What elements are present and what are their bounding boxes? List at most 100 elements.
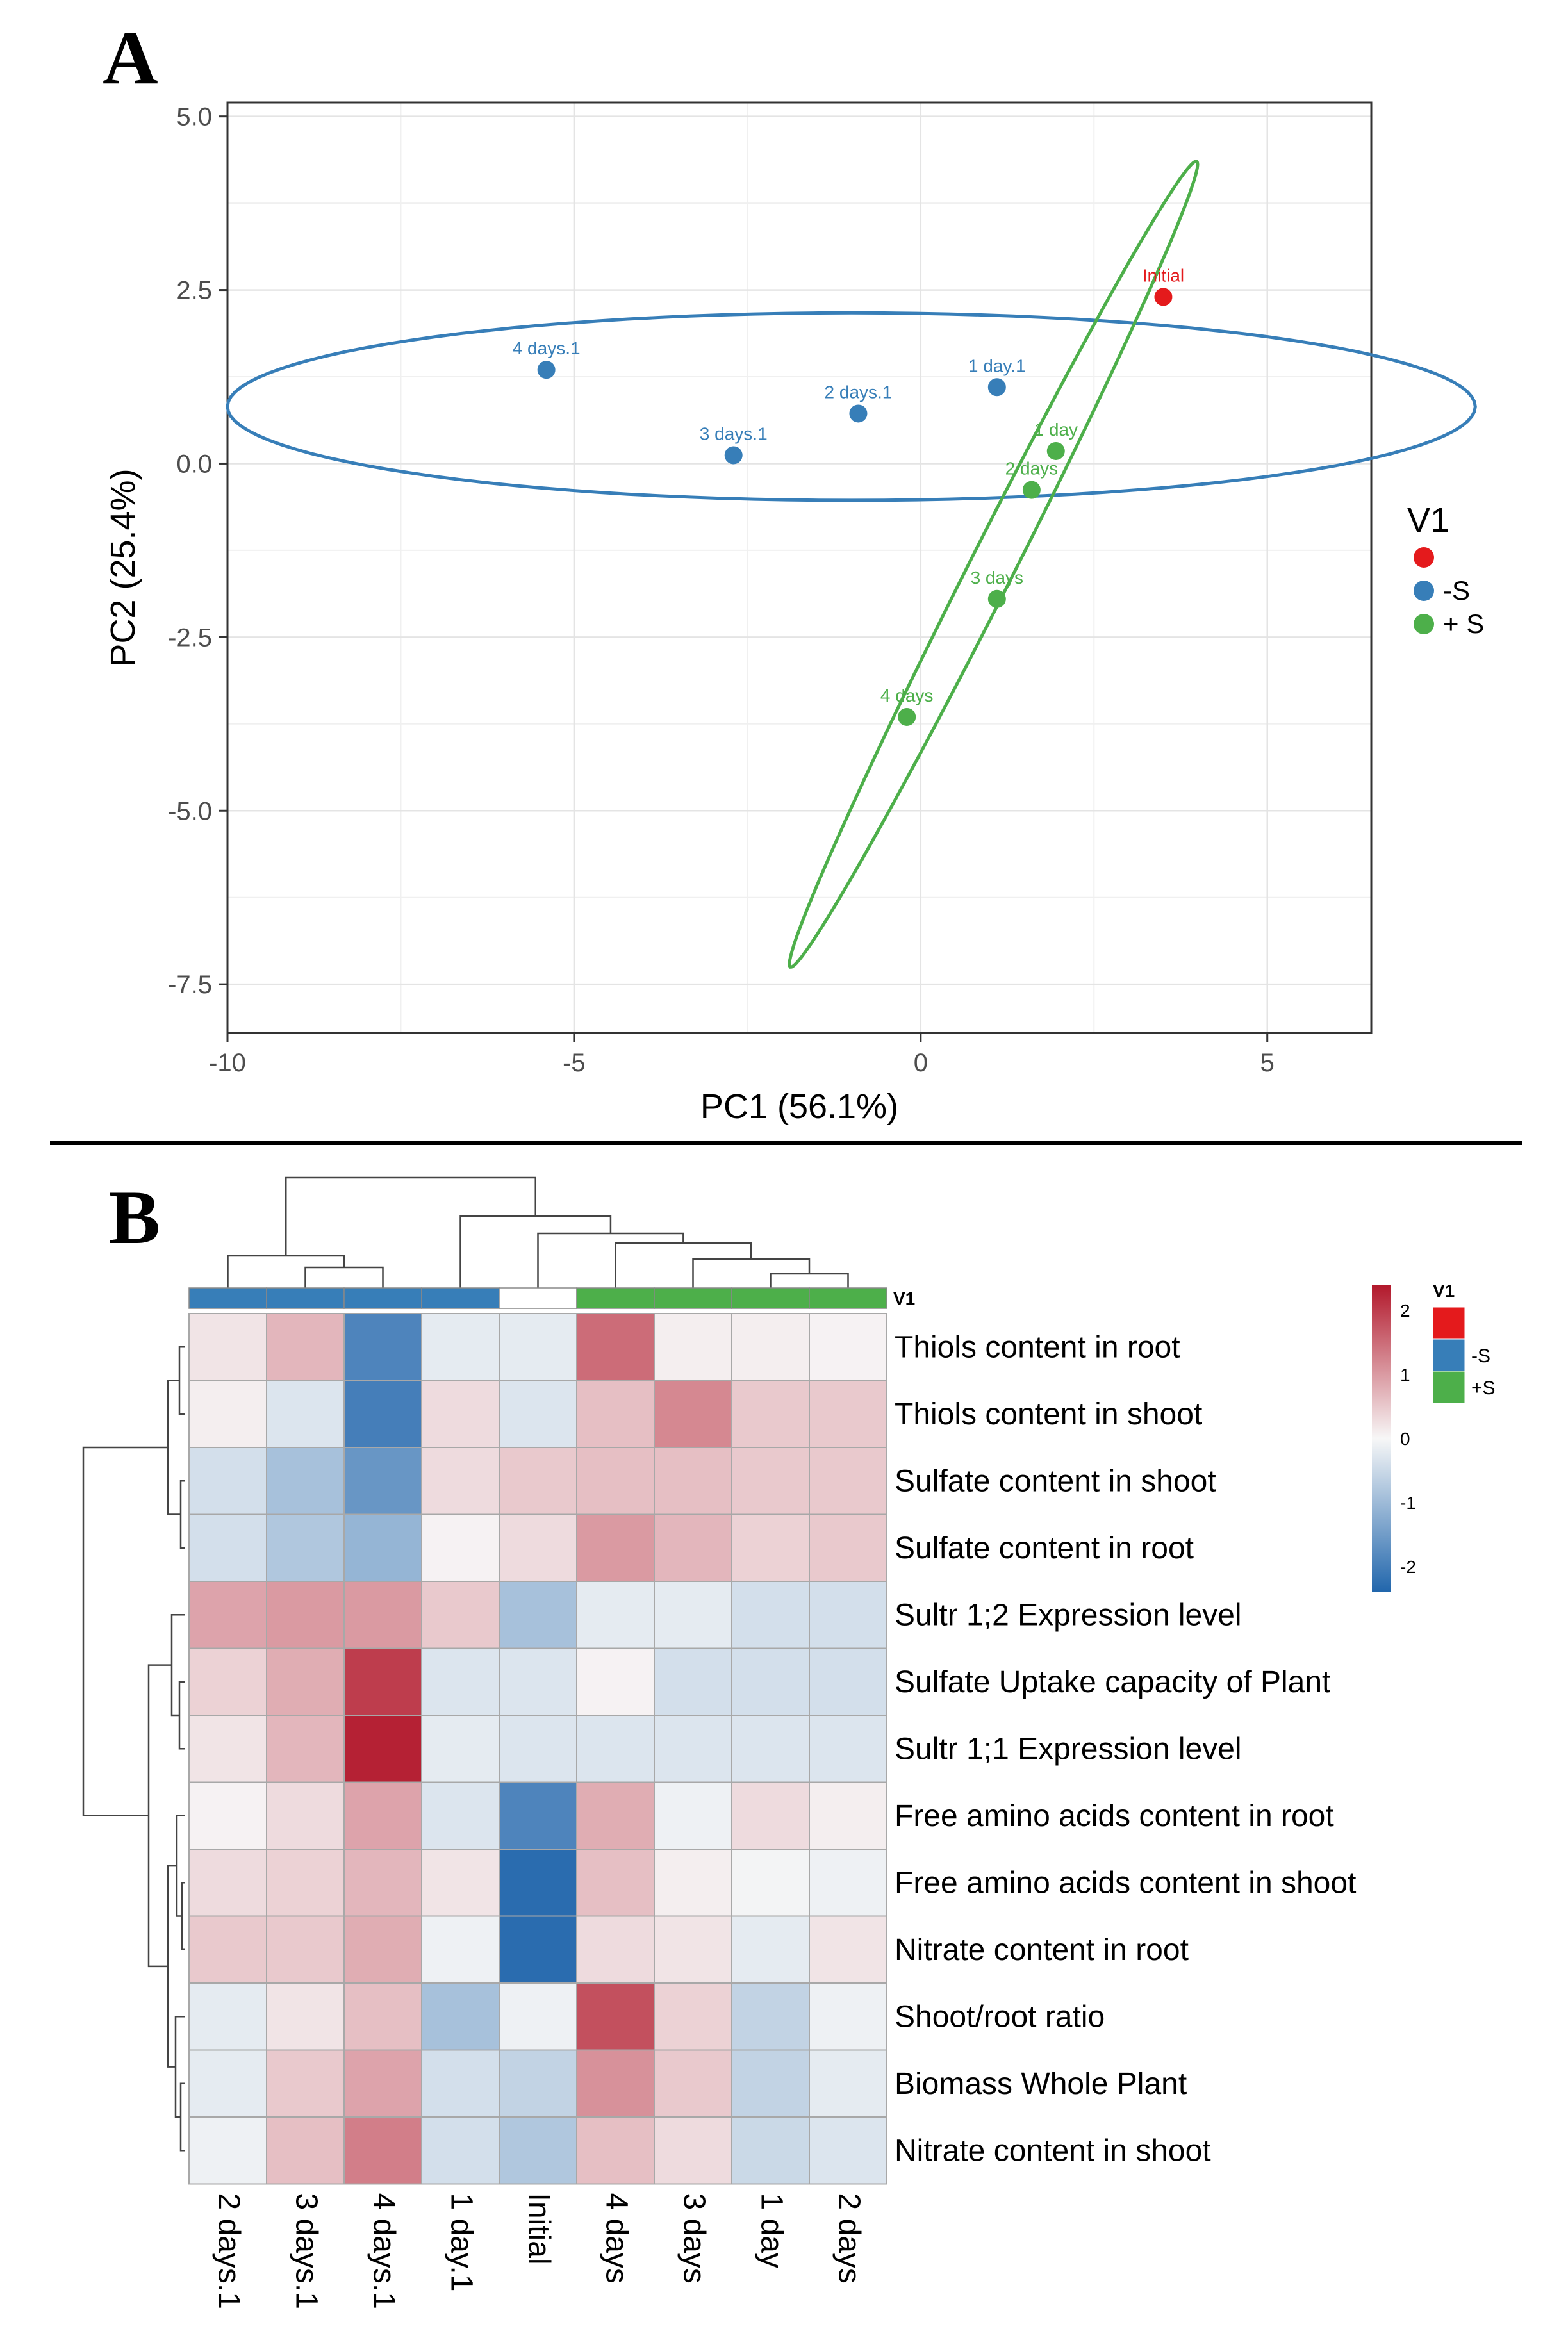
heatmap-cell bbox=[266, 1581, 345, 1649]
heatmap-cell bbox=[499, 1647, 577, 1716]
heatmap-cell bbox=[421, 1915, 500, 1984]
dendrogram-branch bbox=[178, 1346, 185, 1415]
heatmap-cell bbox=[499, 1313, 577, 1381]
heatmap-cell bbox=[809, 1581, 887, 1649]
heatmap-cell bbox=[576, 1313, 655, 1381]
heatmap-cell bbox=[266, 1647, 345, 1716]
color-scale-tick-label: 0 bbox=[1400, 1429, 1410, 1449]
row-label: Nitrate content in root bbox=[895, 1933, 1189, 1967]
point-label: 1 day bbox=[1034, 420, 1078, 440]
point-label: 2 days bbox=[1005, 459, 1059, 479]
column-label: Initial bbox=[522, 2193, 556, 2265]
heatmap-cell bbox=[654, 1647, 732, 1716]
row-label: Nitrate content in shoot bbox=[895, 2134, 1211, 2168]
heatmap-cell bbox=[731, 1447, 810, 1515]
panel-letter-b: B bbox=[109, 1174, 160, 1260]
heatmap-cell bbox=[421, 1313, 500, 1381]
column-dendrogram bbox=[227, 1176, 849, 1288]
heatmap-cell bbox=[266, 1715, 345, 1783]
data-point bbox=[1154, 288, 1173, 306]
annotation-legend-title: V1 bbox=[1433, 1281, 1455, 1301]
column-label: 3 days bbox=[677, 2193, 711, 2284]
annotation-legend-key bbox=[1432, 1338, 1465, 1372]
column-label: 2 days bbox=[832, 2193, 866, 2284]
heatmap-cell bbox=[499, 1781, 577, 1850]
heatmap-cell bbox=[809, 1982, 887, 2051]
heatmap-cell bbox=[576, 1581, 655, 1649]
annotation-legend-label: +S bbox=[1471, 1378, 1496, 1399]
heatmap-cell bbox=[809, 1513, 887, 1582]
heatmap-cell bbox=[654, 1849, 732, 1917]
confidence-ellipse-plus-s bbox=[788, 160, 1200, 969]
heatmap-cell bbox=[731, 1715, 810, 1783]
heatmap-cell bbox=[809, 2116, 887, 2185]
heatmap-cell bbox=[731, 1647, 810, 1716]
dendrogram-branch bbox=[285, 1176, 536, 1256]
heatmap-cell bbox=[576, 1447, 655, 1515]
data-point bbox=[987, 378, 1006, 397]
heatmap-cell bbox=[343, 2116, 422, 2185]
row-label: Sulfate content in root bbox=[895, 1531, 1194, 1565]
heatmap-cell bbox=[654, 1781, 732, 1850]
plot-border bbox=[226, 101, 1373, 1034]
legend-title: V1 bbox=[1407, 501, 1449, 540]
panel-letter-a: A bbox=[103, 15, 158, 100]
heatmap-cell bbox=[188, 1447, 267, 1515]
heatmap-cell bbox=[343, 1647, 422, 1716]
annotation-legend-key bbox=[1432, 1306, 1465, 1340]
row-label: Sulfate content in shoot bbox=[895, 1464, 1216, 1498]
heatmap-cell bbox=[188, 1380, 267, 1448]
dendrogram-branch bbox=[459, 1215, 612, 1288]
heatmap-cell bbox=[188, 2049, 267, 2118]
heatmap-cell bbox=[188, 1513, 267, 1582]
y-tick-label: -2.5 bbox=[168, 623, 212, 652]
legend-key bbox=[1414, 581, 1434, 601]
heatmap-cell bbox=[499, 2049, 577, 2118]
heatmap-cell bbox=[188, 1313, 267, 1381]
legend-label: + S bbox=[1443, 609, 1484, 639]
heatmap-cell bbox=[809, 1715, 887, 1783]
heatmap-cell bbox=[421, 2116, 500, 2185]
heatmap-cell bbox=[188, 1982, 267, 2051]
point-label: 4 days bbox=[880, 686, 934, 705]
heatmap-cell bbox=[731, 1849, 810, 1917]
data-point bbox=[1022, 481, 1041, 499]
heatmap-cell bbox=[266, 1513, 345, 1582]
heatmap-cell bbox=[499, 1715, 577, 1783]
color-scale-tick-label: 1 bbox=[1400, 1365, 1410, 1385]
heatmap-cell bbox=[731, 1581, 810, 1649]
heatmap-cell bbox=[654, 1313, 732, 1381]
heatmap-cell bbox=[731, 1982, 810, 2051]
data-point bbox=[537, 361, 556, 379]
y-tick-label: 2.5 bbox=[176, 277, 212, 305]
heatmap-cell bbox=[576, 1647, 655, 1716]
heatmap-cell bbox=[421, 1982, 500, 2051]
row-label: Biomass Whole Plant bbox=[895, 2067, 1187, 2101]
dendrogram-branch bbox=[82, 1446, 168, 1816]
heatmap-cell bbox=[731, 1313, 810, 1381]
row-label: Sultr 1;2 Expression level bbox=[895, 1598, 1242, 1632]
heatmap-cell bbox=[266, 1380, 345, 1448]
pca-plot: A -10 -5 0 5 5.0 2.5 0.0 -2.5 -5.0 -7.5 PC1 (56.1%)… bbox=[103, 15, 1484, 1126]
heatmap-cell bbox=[576, 1982, 655, 2051]
heatmap-cell bbox=[576, 1513, 655, 1582]
heatmap-cell bbox=[809, 1647, 887, 1716]
column-label: 1 day.1 bbox=[445, 2193, 479, 2292]
heatmap-cell bbox=[499, 1513, 577, 1582]
heatmap-cell bbox=[343, 1313, 422, 1381]
heatmap-cell bbox=[654, 1513, 732, 1582]
data-point bbox=[724, 446, 743, 465]
heatmap-cell bbox=[421, 1513, 500, 1582]
data-point bbox=[1046, 441, 1065, 460]
annotation-cell bbox=[499, 1287, 577, 1309]
heatmap-cell bbox=[499, 1380, 577, 1448]
heatmap-cell bbox=[343, 1513, 422, 1582]
heatmap-cell bbox=[421, 1647, 500, 1716]
heatmap-cell bbox=[654, 2049, 732, 2118]
heatmap-cell bbox=[188, 1715, 267, 1783]
y-axis-title: PC2 (25.4%) bbox=[104, 468, 142, 666]
heatmap-cell bbox=[499, 1581, 577, 1649]
dendrogram-branch bbox=[170, 1614, 185, 1717]
heatmap-cell bbox=[499, 2116, 577, 2185]
